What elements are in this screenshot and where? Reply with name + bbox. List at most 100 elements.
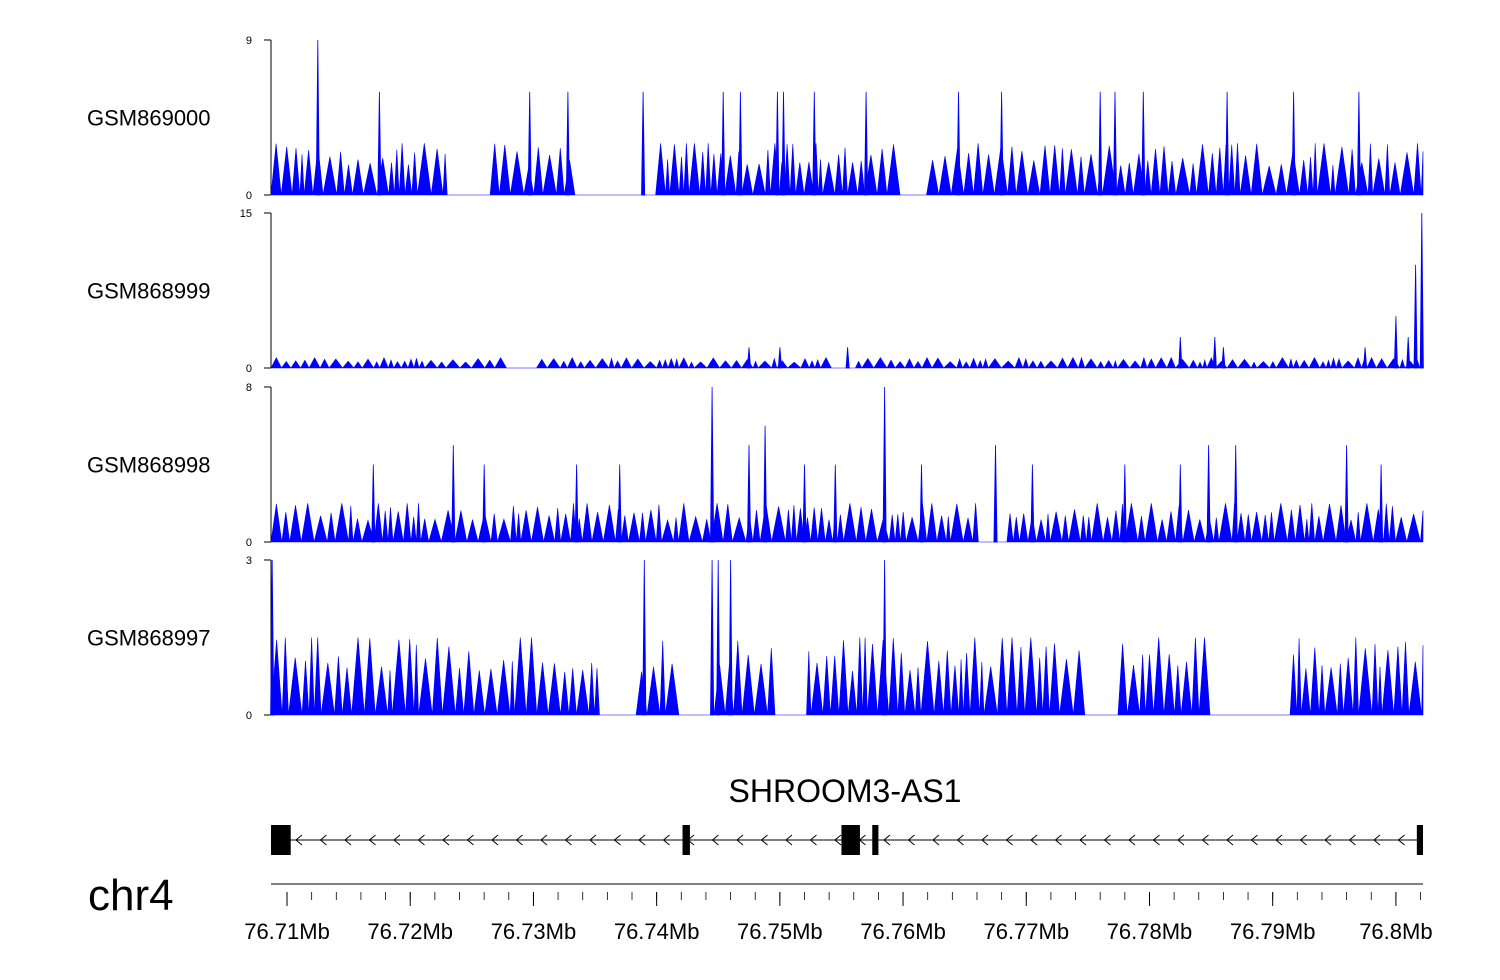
coverage-peak xyxy=(1291,91,1296,196)
strand-arrow xyxy=(760,834,768,846)
strand-arrow xyxy=(589,834,597,846)
coverage-peak xyxy=(1122,464,1127,543)
coverage-peak xyxy=(812,91,817,196)
strand-arrow xyxy=(344,834,352,846)
coverage-peak xyxy=(833,464,838,543)
coverage-peak xyxy=(1419,212,1424,369)
strand-arrow xyxy=(1128,834,1136,846)
strand-arrow xyxy=(1030,834,1038,846)
coverage-peak xyxy=(1393,316,1398,369)
coverage-peak xyxy=(956,91,961,196)
track-label: GSM868997 xyxy=(87,626,211,651)
coverage-peak xyxy=(565,91,570,196)
genome-axis: chr4 76.71Mb 76.72Mb 76.73Mb 76.74Mb 76.75Mb… xyxy=(88,871,1433,944)
strand-arrow xyxy=(883,834,891,846)
track-GSM869000: GSM869000 9 0 xyxy=(87,35,1424,202)
coverage-peak xyxy=(746,445,752,543)
coverage-peak xyxy=(641,91,646,196)
x-tick-label: 76.77Mb xyxy=(983,919,1069,944)
x-tick-label: 76.72Mb xyxy=(367,919,453,944)
coverage-peak xyxy=(642,559,647,716)
coverage-area xyxy=(270,356,1424,370)
strand-arrow xyxy=(393,834,401,846)
coverage-peak xyxy=(1413,264,1418,369)
strand-arrow xyxy=(1005,834,1013,846)
coverage-peak xyxy=(1098,91,1103,196)
x-tick-label: 76.79Mb xyxy=(1230,919,1316,944)
coverage-area xyxy=(270,143,1424,196)
strand-arrow xyxy=(1373,834,1381,846)
strand-arrow xyxy=(956,834,964,846)
track-GSM868998: GSM868998 8 0 xyxy=(87,382,1424,549)
strand-arrow xyxy=(981,834,989,846)
strand-arrow xyxy=(1079,834,1087,846)
x-tick-label: 76.75Mb xyxy=(737,919,823,944)
coverage-peak xyxy=(919,464,924,543)
strand-arrow xyxy=(1201,834,1209,846)
coverage-peak xyxy=(728,559,733,716)
strand-arrow xyxy=(1397,834,1405,846)
coverage-peak xyxy=(721,91,726,196)
track-GSM868999: GSM868999 15 0 xyxy=(87,208,1424,375)
coverage-peak xyxy=(527,91,532,196)
coverage-peak xyxy=(1344,445,1349,543)
coverage-peak xyxy=(710,559,715,716)
strand-arrow xyxy=(711,834,719,846)
strand-arrow xyxy=(638,834,646,846)
coverage-peak xyxy=(1356,91,1361,196)
strand-arrow xyxy=(442,834,450,846)
coverage-peak xyxy=(845,347,850,369)
coverage-peak xyxy=(716,559,721,716)
gene-name-label: SHROOM3-AS1 xyxy=(729,773,962,809)
strand-arrow xyxy=(736,834,744,846)
coverage-peak xyxy=(1379,464,1384,543)
strand-arrow xyxy=(1177,834,1185,846)
coverage-peak xyxy=(999,91,1004,196)
coverage-peak xyxy=(270,559,275,716)
x-tick-label: 76.78Mb xyxy=(1107,919,1193,944)
coverage-peak xyxy=(781,91,786,196)
x-tick-label: 76.71Mb xyxy=(244,919,330,944)
strand-arrow xyxy=(368,834,376,846)
strand-arrow xyxy=(613,834,621,846)
strand-arrow xyxy=(564,834,572,846)
coverage-peak xyxy=(763,425,768,543)
gene-track: SHROOM3-AS1 xyxy=(271,773,1423,855)
coverage-peak xyxy=(1206,445,1211,543)
strand-arrow xyxy=(1054,834,1062,846)
strand-arrow xyxy=(662,834,670,846)
x-tick-label: 76.76Mb xyxy=(860,919,946,944)
x-tick-label: 76.8Mb xyxy=(1359,919,1432,944)
gene-exon xyxy=(841,825,860,855)
track-label: GSM868999 xyxy=(87,279,211,304)
coverage-peak xyxy=(1178,336,1183,369)
coverage-peak xyxy=(1406,336,1411,369)
coverage-peak xyxy=(1363,347,1368,369)
strand-arrow xyxy=(319,834,327,846)
y-tick-label-min: 0 xyxy=(246,190,252,202)
strand-arrow xyxy=(1103,834,1111,846)
y-tick-label-min: 0 xyxy=(246,710,252,722)
coverage-peak xyxy=(882,386,887,543)
strand-arrow xyxy=(785,834,793,846)
strand-arrow xyxy=(1275,834,1283,846)
x-tick-label: 76.74Mb xyxy=(614,919,700,944)
coverage-peak xyxy=(882,559,887,716)
track-label: GSM869000 xyxy=(87,106,211,131)
strand-arrow xyxy=(834,834,842,846)
strand-arrow xyxy=(1226,834,1234,846)
coverage-peak xyxy=(993,445,998,543)
x-tick-label: 76.73Mb xyxy=(491,919,577,944)
strand-arrow xyxy=(417,834,425,846)
coverage-peak xyxy=(1233,445,1238,543)
strand-arrow xyxy=(1324,834,1332,846)
strand-arrow xyxy=(1152,834,1160,846)
coverage-area xyxy=(270,637,1424,716)
gene-exon xyxy=(872,825,879,855)
y-tick-label-max: 3 xyxy=(246,555,252,567)
coverage-peak xyxy=(1030,464,1035,543)
coverage-peak xyxy=(482,464,487,543)
strand-arrow xyxy=(295,834,303,846)
